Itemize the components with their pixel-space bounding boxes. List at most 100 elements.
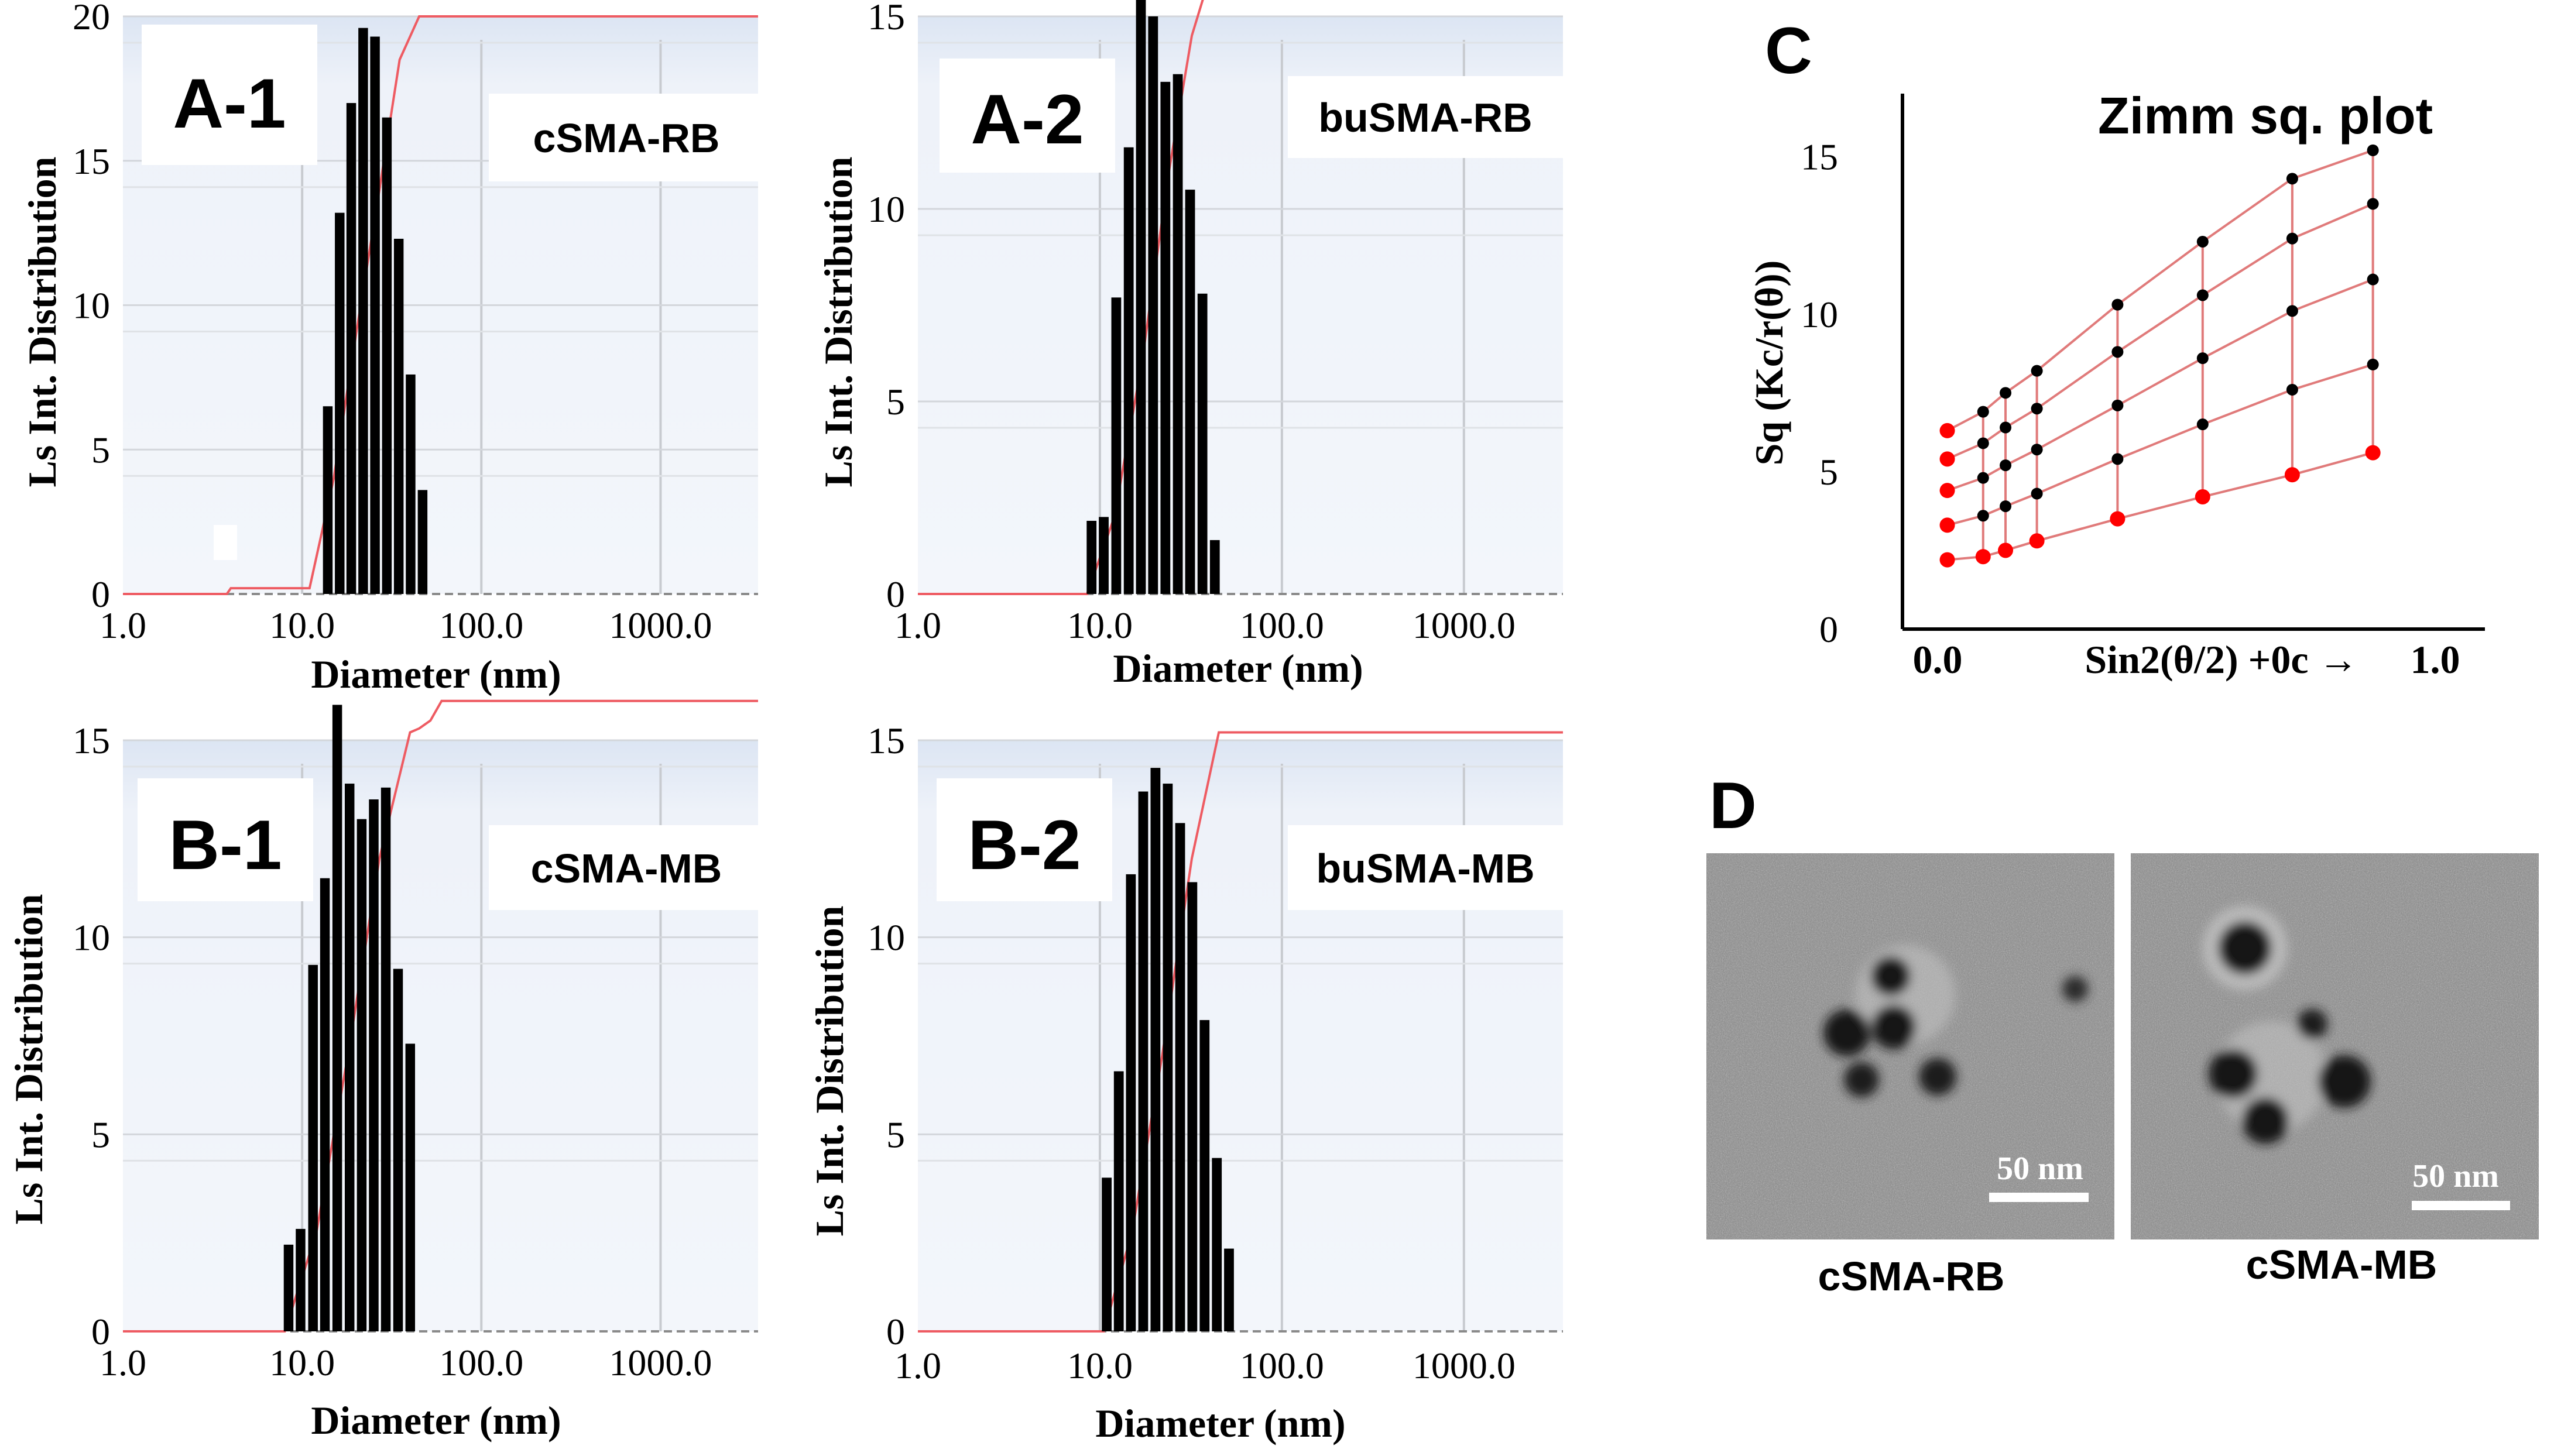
- zimm-point-extrapolated: [1939, 423, 1955, 438]
- scale-bar-1: [1989, 1193, 2089, 1202]
- y-tick-label: 15: [868, 720, 905, 761]
- zimm-point: [2286, 383, 2298, 396]
- tem-image-cSMA-RB: 50 nm cSMA-RB: [1706, 853, 2114, 1299]
- tem-caption-1: cSMA-RB: [1818, 1254, 2005, 1299]
- y-tick-label: 0: [91, 1311, 110, 1352]
- panel-label-box-B-1: [138, 778, 313, 901]
- sample-label-A-1: cSMA-RB: [533, 115, 720, 161]
- x-tick-label: 1.0: [894, 605, 941, 646]
- histogram-bar: [1126, 874, 1136, 1331]
- x-tick-label: 10.0: [1067, 1345, 1133, 1386]
- panel-A-2: 0 5 10 15 1.0 10.0 100.0 1000.0 A-2 buSMA-RB D…: [816, 0, 1563, 691]
- y-tick-label: 15: [868, 0, 905, 37]
- histogram-bar: [1175, 823, 1185, 1331]
- bars-A-2: [1086, 0, 1220, 595]
- histogram-bar: [393, 238, 404, 594]
- histogram-bar: [1086, 520, 1097, 594]
- x-tick-label: 1000.0: [1413, 605, 1516, 646]
- y-tick-label: 10: [73, 917, 110, 959]
- y-tick-label: 0: [886, 574, 905, 615]
- sample-label-box-A-1: [489, 94, 764, 181]
- zimm-x-tick-right: 1.0: [2411, 637, 2460, 682]
- zimm-point: [2000, 500, 2012, 513]
- tem-caption-2: cSMA-MB: [2246, 1242, 2438, 1287]
- scale-bar-2: [2412, 1201, 2510, 1210]
- y-tick-labels-B-1: 0 5 10 15: [73, 720, 110, 1352]
- tem-image-cSMA-MB: 50 nm cSMA-MB: [2131, 853, 2539, 1287]
- zimm-point-extrapolated: [1998, 542, 2014, 558]
- x-tick-label: 10.0: [1067, 605, 1133, 646]
- tem-particle: [2242, 1097, 2289, 1144]
- zimm-point: [2286, 232, 2298, 245]
- sample-label-B-1: cSMA-MB: [531, 846, 722, 891]
- histogram-bar: [405, 1043, 416, 1331]
- histogram-bar: [346, 103, 356, 595]
- x-tick-label: 1.0: [894, 1345, 941, 1386]
- zimm-point: [2286, 305, 2298, 317]
- zimm-point: [2031, 403, 2043, 415]
- x-tick-label: 1.0: [100, 605, 146, 646]
- histogram-bar: [1123, 147, 1134, 595]
- sample-label-A-2: buSMA-RB: [1318, 95, 1532, 140]
- zimm-point-extrapolated: [2110, 511, 2126, 527]
- zimm-point: [2111, 298, 2124, 311]
- y-tick-label: 10: [73, 285, 110, 327]
- histogram-bar: [356, 819, 367, 1331]
- zimm-point: [2367, 144, 2379, 156]
- zimm-point: [1977, 437, 1989, 449]
- zimm-point-extrapolated: [1939, 552, 1955, 568]
- histogram-bar: [1111, 297, 1122, 594]
- zimm-point: [2111, 399, 2124, 411]
- histogram-bar: [1113, 1071, 1124, 1331]
- histogram-bar: [1187, 882, 1198, 1331]
- histogram-bar: [332, 705, 342, 1331]
- zimm-point-extrapolated: [1939, 451, 1955, 467]
- zimm-point: [2000, 387, 2012, 399]
- y-tick-label: 20: [73, 0, 110, 37]
- histogram-bar: [296, 1228, 306, 1331]
- histogram-bar: [335, 212, 345, 595]
- zimm-point: [2367, 358, 2379, 370]
- y-tick-label: 5: [91, 429, 110, 471]
- histogram-bar: [1212, 1158, 1222, 1331]
- cumulative-line-A-1: [123, 15, 758, 595]
- zimm-point: [2367, 273, 2379, 286]
- x-axis-label-B-1: Diameter (nm): [311, 1398, 561, 1443]
- x-tick-label: 1000.0: [1413, 1345, 1516, 1386]
- y-tick-label: 0: [91, 574, 110, 615]
- zimm-point-extrapolated: [1939, 517, 1955, 533]
- zimm-point: [1977, 406, 1989, 418]
- zimm-points: [1939, 144, 2381, 568]
- zimm-x-axis-label: Sin2(θ/2) +0c →: [2085, 637, 2358, 682]
- panel-label-C: C: [1765, 14, 1812, 87]
- zimm-grid-lines: [1946, 149, 2374, 561]
- sample-label-box-B-2: [1288, 825, 1563, 910]
- histogram-bar: [1138, 791, 1149, 1331]
- tem-particles-1: [1823, 945, 2088, 1097]
- y-tick-labels-A-2: 0 5 10 15: [868, 0, 905, 615]
- tem-particle: [1871, 956, 1911, 996]
- x-tick-label: 1000.0: [609, 1342, 712, 1383]
- x-tick-label: 1000.0: [609, 605, 712, 646]
- histogram-bar: [1173, 74, 1183, 594]
- histogram-bar: [1209, 540, 1220, 594]
- zimm-point: [2196, 418, 2209, 431]
- zimm-y-tick-label: 5: [1819, 451, 1838, 493]
- zimm-y-tick-labels: 0 5 10 15: [1801, 136, 1838, 650]
- y-tick-label: 10: [868, 917, 905, 959]
- panel-B-1: 0 5 10 15 1.0 10.0 100.0 1000.0 B-1 cSMA-MB Di…: [6, 699, 764, 1443]
- zimm-point: [1977, 472, 1989, 484]
- x-axis-label-A-2: Diameter (nm): [1113, 646, 1363, 691]
- x-tick-labels-B-1: 1.0 10.0 100.0 1000.0: [100, 1342, 712, 1383]
- bars-A-1: [323, 28, 428, 595]
- panel-label-box-A-1: [142, 25, 317, 165]
- histogram-bar: [380, 787, 391, 1331]
- tem-particle: [1823, 1009, 1870, 1056]
- x-tick-label: 100.0: [439, 1342, 523, 1383]
- zimm-point: [2196, 352, 2209, 365]
- tem-particle: [2062, 976, 2088, 1002]
- bars-B-2: [1102, 768, 1234, 1331]
